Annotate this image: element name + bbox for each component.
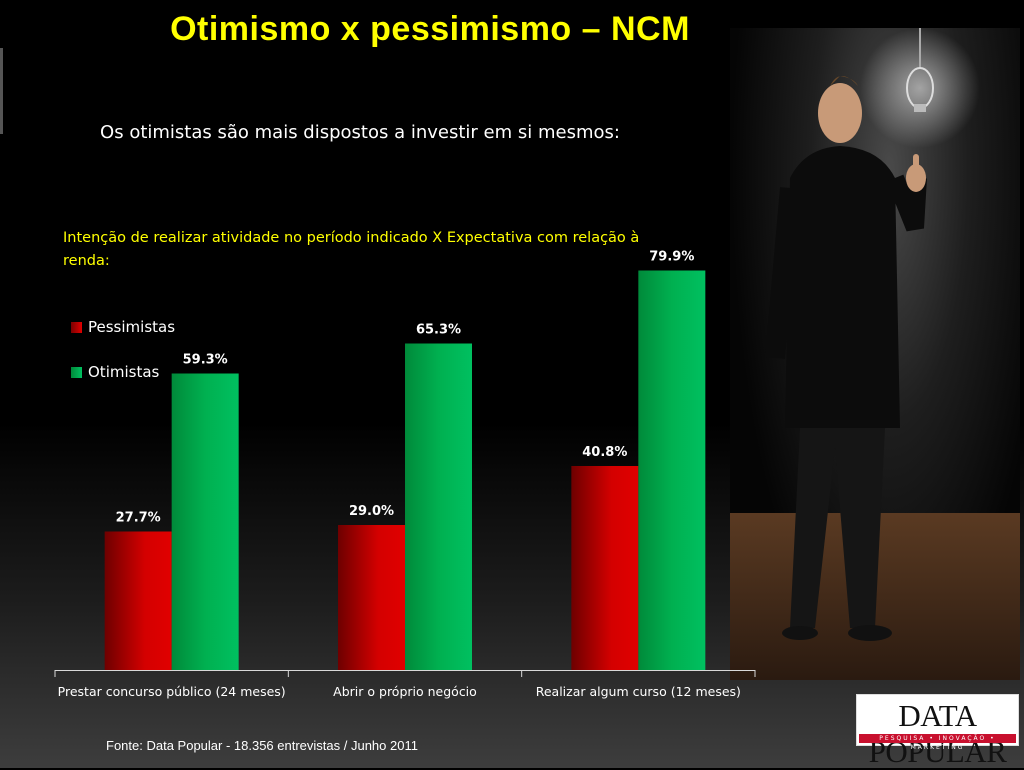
bar-pessimistas-0 [104,531,172,670]
data-label: 29.0% [349,504,394,519]
bar-otimistas-0 [171,373,239,670]
legend-item-pessimistas: Pessimistas [71,318,175,336]
legend-item-otimistas: Otimistas [71,363,159,381]
bar-pessimistas-1 [338,525,405,670]
category-label: Abrir o próprio negócio [333,684,477,699]
logo-tagline: PESQUISA • INOVAÇÃO • MARKETING [859,734,1016,751]
category-label: Prestar concurso público (24 meses) [58,684,286,699]
bar-otimistas-1 [405,343,472,670]
man-thumbs-up-photo [720,28,1020,680]
slide-title: Otimismo x pessimismo – NCM [170,10,690,48]
edge-decoration [0,48,3,134]
man-thumbs-up-illustration [720,28,1020,680]
data-label: 59.3% [183,353,228,368]
legend-swatch-red [71,322,82,333]
category-label: Realizar algum curso (12 meses) [536,684,741,699]
bar-pessimistas-2 [571,466,639,670]
legend-label-pessimistas: Pessimistas [88,318,176,336]
source-note: Fonte: Data Popular - 18.356 entrevistas… [106,738,418,753]
slide-subtitle: Os otimistas são mais dispostos a invest… [100,122,620,143]
bar-chart: 27.7% 59.3% Prestar concurso público (24 m… [54,250,756,699]
data-label: 27.7% [116,511,161,526]
data-label: 65.3% [416,323,461,338]
data-label: 79.9% [649,250,694,265]
bar-otimistas-2 [638,270,706,670]
data-label: 40.8% [582,445,627,460]
legend-label-otimistas: Otimistas [88,363,160,381]
chart-description: Intenção de realizar atividade no períod… [63,230,640,269]
legend-swatch-green [71,367,82,378]
data-popular-logo: DATA POPULAR PESQUISA • INOVAÇÃO • MARKE… [856,694,1019,769]
